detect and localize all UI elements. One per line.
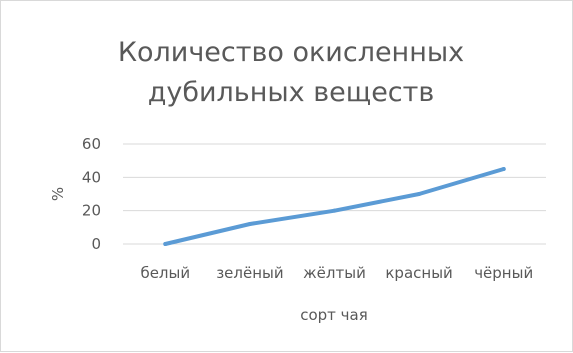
y-tick-label: 60 bbox=[82, 135, 101, 153]
x-tick-label: чёрный bbox=[474, 264, 533, 282]
data-point bbox=[501, 167, 506, 171]
y-axis-ticks: 0 20 40 60 bbox=[82, 135, 101, 253]
x-axis-title: сорт чая bbox=[300, 306, 368, 324]
y-tick-label: 20 bbox=[82, 202, 101, 220]
data-point bbox=[332, 208, 337, 213]
series-line bbox=[163, 167, 506, 246]
data-point bbox=[163, 242, 168, 246]
y-tick-label: 40 bbox=[82, 168, 101, 186]
x-axis-ticks: белый зелёный жёлтый красный чёрный bbox=[140, 264, 533, 282]
x-tick-label: красный bbox=[385, 264, 452, 282]
chart-title-line-1: Количество окисленных bbox=[118, 37, 464, 68]
gridlines bbox=[123, 143, 546, 245]
x-tick-label: зелёный bbox=[216, 264, 283, 282]
y-tick-label: 0 bbox=[91, 235, 101, 253]
x-tick-label: жёлтый bbox=[303, 264, 366, 282]
series-layer bbox=[163, 167, 506, 246]
chart-title-line-2: дубильных веществ bbox=[148, 77, 435, 108]
y-axis-title: % bbox=[49, 187, 67, 201]
data-point bbox=[247, 222, 252, 226]
x-tick-label: белый bbox=[140, 264, 190, 282]
data-point bbox=[417, 192, 422, 196]
